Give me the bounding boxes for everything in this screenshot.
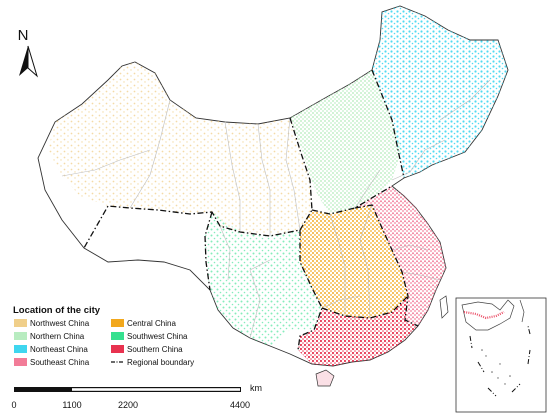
region-northwest-dots (48, 62, 312, 236)
north-arrow-label: N (18, 27, 29, 44)
legend-swatch-1 (111, 319, 124, 327)
legend: Location of the city Northwest China Cent… (13, 305, 194, 367)
scale-bar: km 0 1100 2200 4400 (11, 383, 262, 410)
legend-swatch-6 (14, 358, 27, 366)
legend-swatch-0 (14, 319, 27, 327)
region-southwest-dots (205, 212, 322, 346)
legend-label-4: Northeast China (30, 345, 88, 354)
legend-label-6: Southeast China (30, 358, 90, 367)
south-china-sea-inset (455, 297, 547, 413)
legend-label-1: Central China (127, 319, 176, 328)
province-boundaries (61, 79, 491, 339)
legend-swatch-2 (14, 332, 27, 340)
scale-tick-3: 4400 (230, 400, 250, 410)
regional-boundaries (83, 69, 419, 351)
region-central-dots (300, 205, 408, 318)
scale-unit: km (250, 383, 262, 393)
legend-swatch-3 (111, 332, 124, 340)
scale-tick-1: 1100 (62, 400, 81, 410)
scale-tick-2: 2200 (118, 400, 138, 410)
region-southeast-dots (355, 186, 446, 326)
region-northern-dots (290, 70, 402, 214)
region-northeast-dots (372, 6, 508, 178)
scale-tick-0: 0 (11, 400, 16, 410)
legend-title: Location of the city (13, 305, 101, 316)
hainan-island (315, 369, 335, 387)
taiwan-island (439, 295, 449, 319)
legend-swatch-5 (111, 345, 124, 353)
legend-label-7: Regional boundary (127, 358, 194, 367)
legend-swatch-4 (14, 345, 27, 353)
north-arrow: N (18, 27, 38, 78)
legend-label-0: Northwest China (30, 319, 90, 328)
legend-label-5: Southern China (127, 345, 183, 354)
legend-label-3: Southwest China (127, 332, 188, 341)
legend-label-2: Northern China (30, 332, 85, 341)
